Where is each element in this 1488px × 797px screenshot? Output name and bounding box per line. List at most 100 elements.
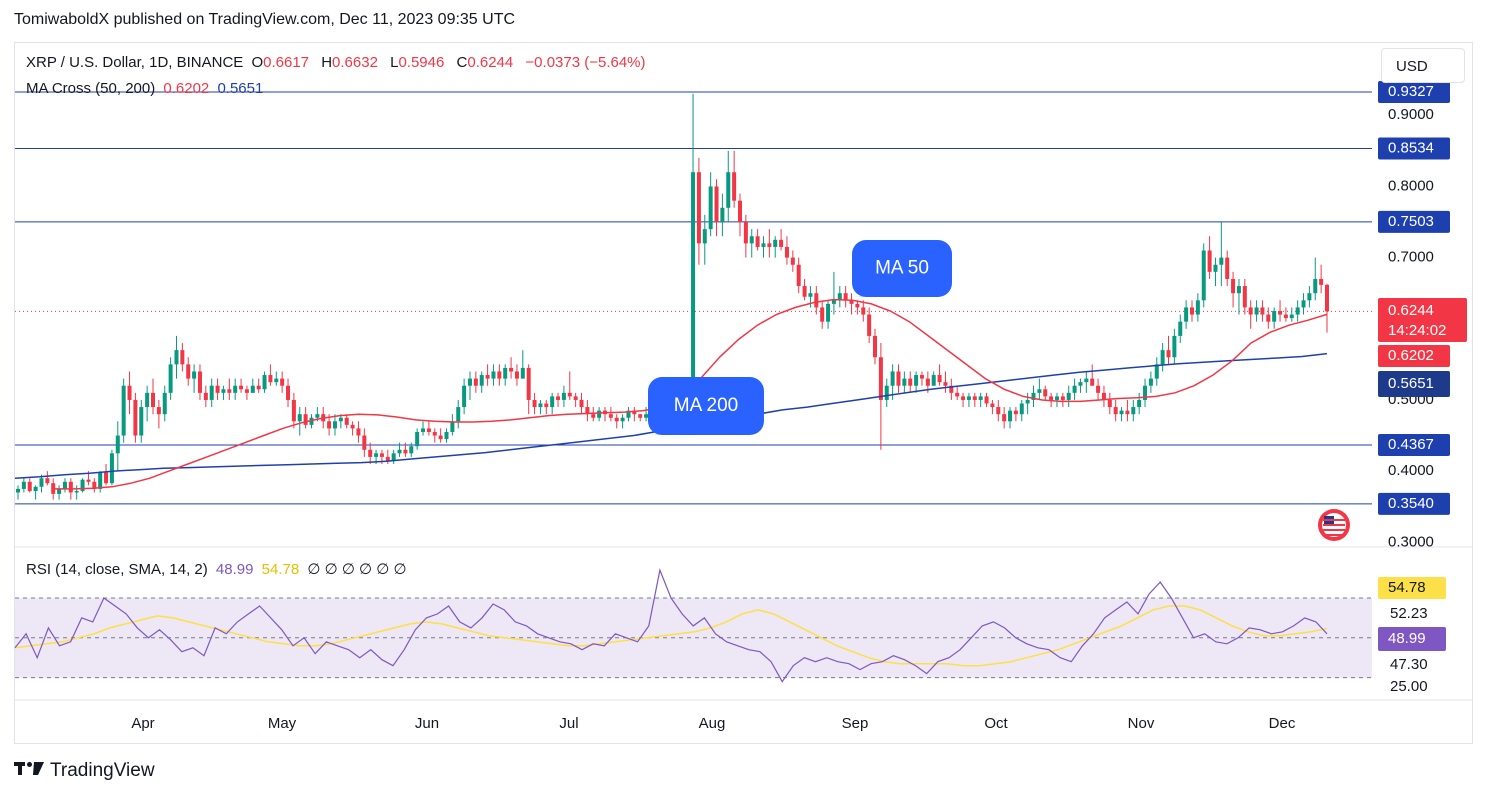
candle-body [438, 435, 443, 440]
candle-body [556, 396, 561, 400]
candle-body [990, 403, 995, 408]
rsi-line [14, 567, 1328, 683]
candle-body [878, 357, 883, 400]
candle-body [820, 307, 825, 322]
ma200-callout-box [648, 377, 764, 435]
price-tick-label: 0.9000 [1388, 106, 1434, 123]
candle-body [1096, 385, 1101, 393]
candle-body [626, 410, 631, 418]
ma200-callout-pointer [648, 433, 710, 435]
price-tick-label: 0.3000 [1388, 533, 1434, 550]
candle-body [462, 385, 467, 408]
countdown-text: 14:24:02 [1388, 322, 1446, 339]
candle-body [743, 222, 748, 244]
price-level-tag-text: 0.7503 [1388, 213, 1434, 230]
candle-body [843, 293, 848, 301]
candle-body [837, 293, 842, 301]
candle-body [579, 399, 584, 408]
candle-body [450, 421, 455, 432]
candle-body [21, 481, 26, 489]
candle-body [145, 392, 150, 408]
candle-body [790, 257, 795, 265]
symbol-legend: XRP / U.S. Dollar, 1D, BINANCE O0.6617 H… [26, 54, 650, 71]
candle-body [1037, 389, 1042, 393]
candle-body [280, 378, 285, 386]
candle-body [1248, 307, 1253, 315]
month-tick-label: May [268, 715, 297, 732]
candle-body [714, 186, 719, 223]
candle-body [192, 371, 197, 379]
ma-legend: MA Cross (50, 200) 0.6202 0.5651 [26, 80, 267, 97]
candle-body [779, 239, 784, 247]
candle-body [368, 449, 373, 457]
candle-body [250, 385, 255, 393]
rsi-sma-tag-text: 54.78 [1388, 579, 1426, 596]
candle-body [966, 396, 971, 400]
candle-body [826, 303, 831, 322]
ma50-callout-pointer [852, 295, 906, 297]
candle-body [1148, 378, 1153, 386]
candle-body [937, 375, 942, 383]
candle-body [456, 407, 461, 422]
candle-body [139, 407, 144, 436]
candle-body [109, 453, 114, 484]
candle-body [1201, 250, 1206, 301]
month-tick-label: Apr [131, 715, 154, 732]
candle-body [972, 396, 977, 400]
candle-body [1236, 286, 1241, 294]
candle-body [1307, 293, 1312, 301]
candle-body [1166, 350, 1171, 358]
candle-body [374, 453, 379, 457]
candle-body [473, 378, 478, 386]
candle-body [884, 385, 889, 400]
candle-body [1283, 314, 1288, 319]
candle-body [597, 410, 602, 418]
currency-button[interactable]: USD [1381, 48, 1465, 83]
price-level-tag-text: 0.4367 [1388, 436, 1434, 453]
candle-body [415, 431, 420, 447]
candle-body [1260, 307, 1265, 315]
candle-body [867, 314, 872, 336]
price-level-tag [1378, 434, 1450, 457]
candle-body [1278, 310, 1283, 315]
price-tick-label: 0.7000 [1388, 249, 1434, 266]
candle-body [356, 428, 361, 436]
candle-body [1254, 307, 1259, 315]
candle-body [861, 307, 866, 315]
candle-body [767, 243, 772, 247]
ma50-tag [1378, 345, 1450, 367]
legend-symbol: XRP / U.S. Dollar, 1D, BINANCE [26, 54, 244, 71]
ma200-tag [1378, 371, 1450, 397]
candle-body [638, 414, 643, 418]
month-tick-label: Nov [1128, 715, 1155, 732]
ma200-value: 0.5651 [217, 80, 264, 97]
candle-body [831, 300, 836, 304]
price-level-tag [1378, 137, 1450, 160]
legend-low: 0.5946 [398, 54, 445, 71]
candle-body [57, 488, 62, 494]
candle-body [362, 435, 367, 450]
candle-body [1125, 410, 1130, 415]
rsi-low-label: 47.30 [1390, 656, 1428, 673]
candle-body [174, 350, 179, 365]
candle-body [227, 389, 232, 393]
candle-body [978, 396, 983, 400]
candle-body [203, 392, 208, 400]
candle-body [925, 378, 930, 386]
candle-body [520, 367, 525, 379]
candle-body [233, 385, 238, 393]
candle-body [896, 371, 901, 386]
candle-body [620, 417, 625, 422]
candle-body [444, 431, 449, 440]
candle-body [908, 378, 913, 386]
candle-body [92, 481, 97, 489]
candle-body [432, 431, 437, 436]
legend-close: 0.6244 [467, 54, 514, 71]
flag-stripe [1323, 519, 1345, 521]
candle-body [1002, 414, 1007, 422]
candle-body [855, 303, 860, 308]
candle-body [332, 421, 337, 429]
candle-body [327, 421, 332, 429]
month-tick-label: Jun [415, 715, 439, 732]
